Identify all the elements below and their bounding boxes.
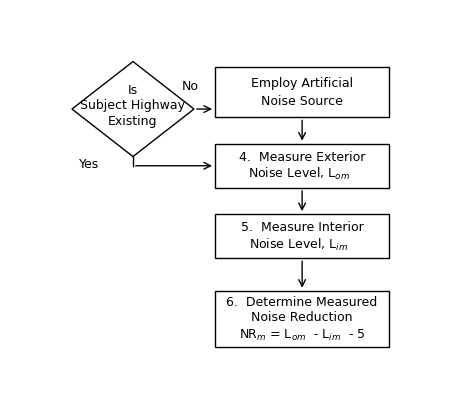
FancyBboxPatch shape bbox=[215, 291, 389, 347]
Text: Existing: Existing bbox=[108, 115, 158, 129]
Text: Noise Level, L$_{om}$: Noise Level, L$_{om}$ bbox=[248, 166, 350, 182]
Text: No: No bbox=[182, 80, 199, 94]
Text: Noise Reduction: Noise Reduction bbox=[252, 311, 353, 324]
FancyBboxPatch shape bbox=[215, 214, 389, 258]
Text: Employ Artificial: Employ Artificial bbox=[251, 76, 353, 90]
FancyBboxPatch shape bbox=[215, 67, 389, 117]
Text: Is: Is bbox=[128, 84, 138, 97]
Text: 5.  Measure Interior: 5. Measure Interior bbox=[241, 221, 364, 234]
Text: 4.  Measure Exterior: 4. Measure Exterior bbox=[239, 151, 365, 164]
Text: Subject Highway: Subject Highway bbox=[81, 100, 185, 113]
Text: Yes: Yes bbox=[79, 158, 99, 171]
Polygon shape bbox=[72, 62, 194, 156]
Text: NR$_m$ = L$_{om}$  - L$_{im}$  - 5: NR$_m$ = L$_{om}$ - L$_{im}$ - 5 bbox=[239, 328, 365, 343]
Text: Noise Source: Noise Source bbox=[261, 95, 343, 108]
Text: 6.  Determine Measured: 6. Determine Measured bbox=[226, 296, 378, 308]
Text: Noise Level, L$_{im}$: Noise Level, L$_{im}$ bbox=[249, 237, 348, 253]
FancyBboxPatch shape bbox=[215, 144, 389, 188]
